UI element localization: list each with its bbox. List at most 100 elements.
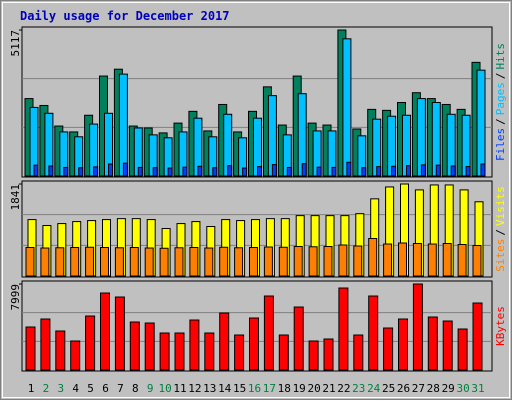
bar <box>174 247 184 277</box>
bar <box>457 244 467 277</box>
bar <box>353 245 363 277</box>
bar <box>137 166 143 177</box>
bar <box>55 247 65 277</box>
bar <box>271 164 277 177</box>
x-tick-label: 26 <box>397 382 410 395</box>
bar <box>129 247 139 277</box>
bar <box>420 164 426 177</box>
x-tick-label: 29 <box>442 382 455 395</box>
x-tick-label: 27 <box>412 382 425 395</box>
bar <box>472 302 483 371</box>
bar <box>293 306 304 371</box>
bar <box>308 246 318 277</box>
bar <box>167 167 173 177</box>
x-tick-label: 30 <box>456 382 469 395</box>
bar <box>263 295 274 371</box>
x-tick-label: 6 <box>102 382 109 395</box>
bar <box>398 318 408 371</box>
bar <box>278 246 288 277</box>
bevel <box>2 2 510 398</box>
x-tick-label: 8 <box>132 382 139 395</box>
x-tick-label: 14 <box>218 382 232 395</box>
bar <box>323 246 333 277</box>
x-tick-label: 31 <box>471 382 484 395</box>
x-tick-label: 2 <box>43 382 50 395</box>
bar <box>204 332 215 371</box>
x-tick-label: 19 <box>293 382 306 395</box>
bar <box>108 163 113 177</box>
x-tick-label: 13 <box>203 382 216 395</box>
bar <box>40 247 50 277</box>
bar <box>368 238 378 277</box>
legend-separator: / <box>494 73 507 80</box>
bar <box>342 38 352 177</box>
x-tick-label: 3 <box>57 382 64 395</box>
bar <box>406 165 411 177</box>
bar <box>159 247 169 277</box>
x-tick-label: 18 <box>278 382 291 395</box>
legend: KBytes <box>494 306 507 346</box>
legend-entry: Visits <box>494 186 507 226</box>
bar <box>427 243 437 277</box>
x-tick-label: 12 <box>188 382 201 395</box>
bar <box>346 161 352 177</box>
y-tick-label: 7999 <box>9 284 22 311</box>
bar <box>331 166 337 177</box>
x-tick-label: 28 <box>427 382 440 395</box>
bar <box>152 167 158 177</box>
bar <box>33 164 39 177</box>
legend-entry: KBytes <box>494 306 507 346</box>
bar <box>40 318 51 371</box>
bar <box>122 162 128 177</box>
bar <box>93 166 99 177</box>
x-tick-label: 15 <box>233 382 246 395</box>
chart-title: Daily usage for December 2017 <box>20 9 230 23</box>
bar <box>189 319 200 371</box>
bar <box>465 166 471 177</box>
bar <box>293 246 303 277</box>
bar <box>323 338 334 371</box>
x-tick-label: 4 <box>72 382 79 395</box>
bar <box>78 167 84 177</box>
bar <box>338 244 348 277</box>
bar <box>159 332 170 371</box>
x-tick-label: 16 <box>248 382 261 395</box>
bar <box>25 247 35 277</box>
bar <box>212 167 218 177</box>
x-tick-label: 7 <box>117 382 124 395</box>
bar <box>100 292 110 371</box>
bar <box>398 242 407 277</box>
legend: Sites / Visits <box>494 186 507 272</box>
bar <box>267 95 277 177</box>
bar <box>70 247 80 277</box>
bar <box>249 317 259 371</box>
bar <box>189 247 199 277</box>
y-tick-label: 5117 <box>9 30 22 57</box>
x-tick-label: 25 <box>382 382 395 395</box>
bar <box>435 164 441 177</box>
bar <box>234 334 245 371</box>
bar <box>383 327 394 371</box>
bar <box>129 321 140 371</box>
legend-separator: / <box>494 118 507 125</box>
y-tick-label: 1841 <box>9 184 22 211</box>
bar <box>234 247 244 277</box>
x-tick-label: 1 <box>28 382 35 395</box>
bar <box>25 326 36 371</box>
bar <box>338 287 349 371</box>
bar <box>100 247 109 277</box>
bar <box>242 167 248 177</box>
bar <box>476 69 486 177</box>
bar <box>308 340 319 371</box>
x-tick-label: 22 <box>337 382 350 395</box>
legend-entry: Hits <box>494 43 507 70</box>
bar <box>118 73 128 177</box>
x-tick-label: 5 <box>87 382 94 395</box>
bar <box>457 328 468 371</box>
bar <box>442 243 452 277</box>
legend-entry: Pages <box>494 82 507 115</box>
bar <box>63 166 69 177</box>
bar <box>182 166 188 177</box>
bar <box>55 330 66 371</box>
